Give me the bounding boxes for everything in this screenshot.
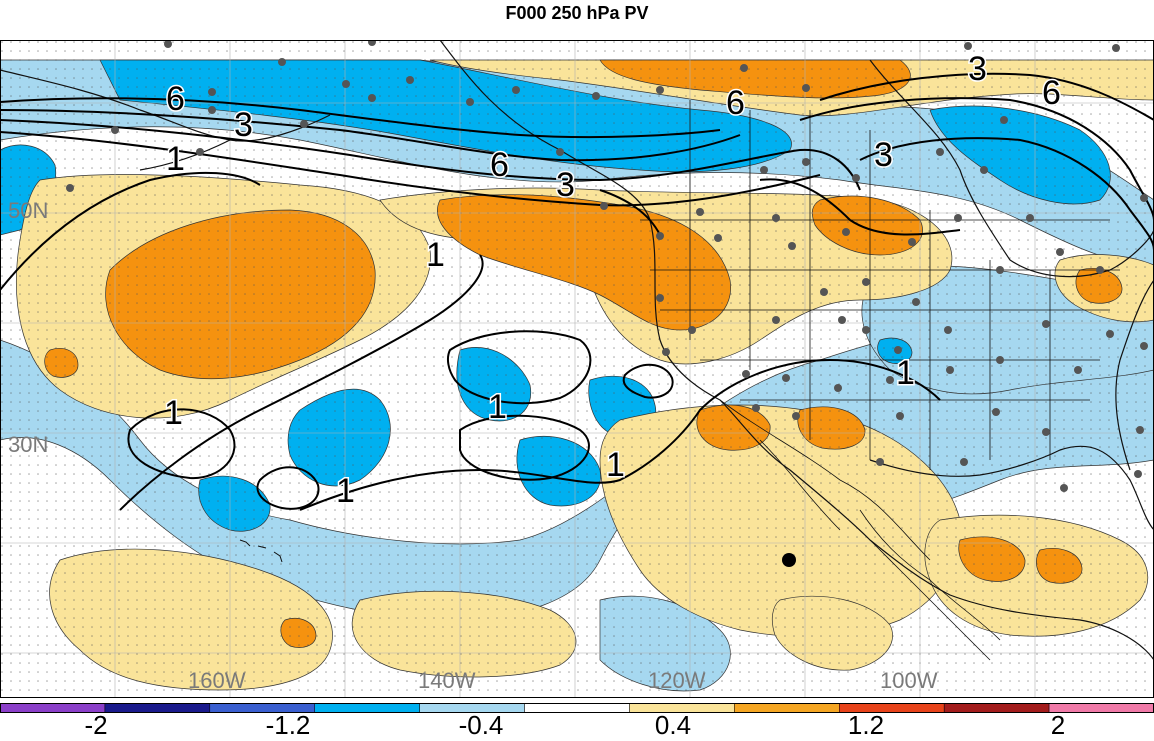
- alaska-coast: [0, 69, 331, 142]
- lon-label-160w: 160W: [188, 668, 246, 693]
- colorbar-swatch: [524, 703, 630, 713]
- colorbar-label: -1.2: [265, 710, 311, 740]
- lat-lon-grid: [0, 40, 1154, 698]
- contour-1-long: [119, 254, 484, 511]
- contour-1-loop-b: [256, 466, 320, 510]
- contour-east-outer: [859, 137, 1154, 251]
- contour-label: 1: [166, 140, 185, 178]
- contour-1-loop-e: [622, 363, 674, 399]
- location-marker: [782, 553, 796, 567]
- contour-label: 6: [1042, 74, 1061, 112]
- contour-label: 1: [164, 394, 183, 432]
- contour-1-north-b: [599, 189, 661, 236]
- contour-label: 6: [726, 84, 745, 122]
- contour-label-group: 6 3 6 3 6 3 6 3 1 1 1 1 1 1 1: [163, 49, 1063, 512]
- contour-1-loop-c: [459, 414, 590, 481]
- contour-label: 1: [606, 446, 625, 484]
- coastlines: [0, 40, 1154, 661]
- colorbar-label: 2: [1050, 710, 1066, 740]
- contour-label: 6: [490, 146, 509, 184]
- station-dots: [66, 40, 1148, 492]
- contour-label: 3: [968, 50, 987, 88]
- contour-1-loop-d: [446, 330, 592, 405]
- colorbar-swatch: [943, 703, 1050, 713]
- contour-3-a: [0, 119, 861, 191]
- pv-contours: [0, 72, 1154, 511]
- contour-label: 1: [488, 388, 507, 426]
- gulf-coast: [869, 445, 1154, 531]
- contour-label: 3: [874, 136, 893, 174]
- contour-label: 3: [234, 106, 253, 144]
- lon-label-100w: 100W: [880, 668, 938, 693]
- lon-label-140w: 140W: [418, 668, 476, 693]
- lat-label-30n: 30N: [8, 432, 49, 457]
- aleutians: [139, 139, 231, 171]
- contour-label: 3: [556, 166, 575, 204]
- contour-1-north-a: [759, 178, 961, 236]
- contour-1-south: [299, 358, 941, 511]
- contour-label: 1: [426, 236, 445, 274]
- contour-1-loop-a: [127, 408, 236, 480]
- colorbar-label: 1.2: [847, 710, 885, 740]
- chart-title: F000 250 hPa PV: [505, 3, 649, 23]
- contour-1-west: [0, 171, 261, 291]
- lon-label-120w: 120W: [648, 668, 706, 693]
- contour-label: 1: [336, 472, 355, 510]
- north-america-coast: [439, 40, 1154, 661]
- contour-3-east: [799, 97, 1154, 221]
- hawaii-islands: [239, 539, 283, 563]
- contour-label: 6: [166, 80, 185, 118]
- pv-map: 6 3 6 3 6 3 6 3 1 1 1 1 1 1 1: [0, 40, 1154, 698]
- colorbar-swatch: [314, 703, 420, 713]
- contour-6-a: [0, 97, 721, 139]
- colorbar-label: 0.4: [654, 710, 692, 740]
- colorbar-label: -0.4: [458, 710, 504, 740]
- colorbar-swatch: [104, 703, 211, 713]
- colorbar-label: -2: [84, 710, 108, 740]
- contour-6-b: [0, 109, 741, 162]
- state-borders: [640, 100, 1120, 661]
- stipple-overlay: [0, 40, 1154, 698]
- contour-3-b: [0, 131, 821, 207]
- colorbar-swatch: [1048, 703, 1154, 713]
- hudson-bay: [869, 59, 1154, 278]
- contour-6-east: [819, 72, 1154, 121]
- contour-label: 1: [896, 354, 915, 392]
- lat-label-50n: 50N: [8, 198, 49, 223]
- colorbar-swatch: [734, 703, 840, 713]
- colorbar: [0, 703, 1154, 713]
- east-coast: [1115, 279, 1154, 471]
